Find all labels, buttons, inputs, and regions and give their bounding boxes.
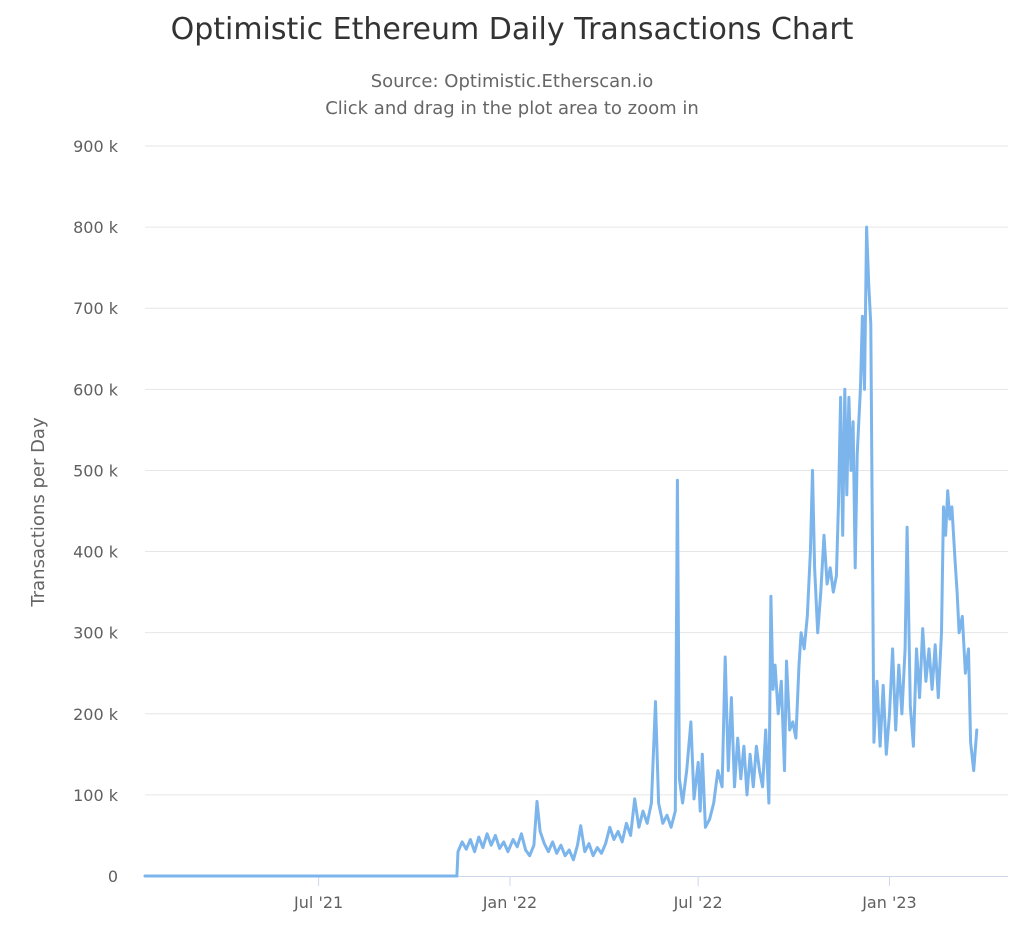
- y-tick-label: 400 k: [73, 543, 119, 562]
- series-line[interactable]: [143, 225, 979, 878]
- subtitle-source: Source: Optimistic.Etherscan.io: [370, 71, 654, 92]
- y-tick-label: 700 k: [73, 299, 119, 318]
- x-tick-label: Jul '21: [293, 893, 343, 912]
- gridlines: [145, 145, 1008, 877]
- chart-subtitle: Source: Optimistic.Etherscan.io Click an…: [0, 68, 1024, 122]
- y-axis-ticks: 0 100 k 200 k 300 k 400 k 500 k 600 k 700 k 800 …: [73, 137, 119, 886]
- y-tick-label: 0: [108, 867, 118, 886]
- y-tick-label: 600 k: [73, 380, 119, 399]
- y-axis-title: Transactions per Day: [28, 417, 49, 608]
- x-tick-label: Jan '23: [861, 893, 917, 912]
- y-tick-label: 300 k: [73, 624, 119, 643]
- x-tick-label: Jan '22: [482, 893, 538, 912]
- subtitle-zoom-hint: Click and drag in the plot area to zoom …: [325, 98, 699, 119]
- x-axis-ticks: Jul '21 Jan '22 Jul '22 Jan '23: [293, 876, 917, 912]
- x-tick-label: Jul '22: [673, 893, 723, 912]
- series-group: [143, 225, 979, 878]
- y-tick-label: 200 k: [73, 705, 119, 724]
- y-tick-label: 100 k: [73, 786, 119, 805]
- chart-title: Optimistic Ethereum Daily Transactions C…: [170, 12, 854, 47]
- y-tick-label: 500 k: [73, 461, 119, 480]
- y-tick-label: 900 k: [73, 137, 119, 156]
- y-tick-label: 800 k: [73, 218, 119, 237]
